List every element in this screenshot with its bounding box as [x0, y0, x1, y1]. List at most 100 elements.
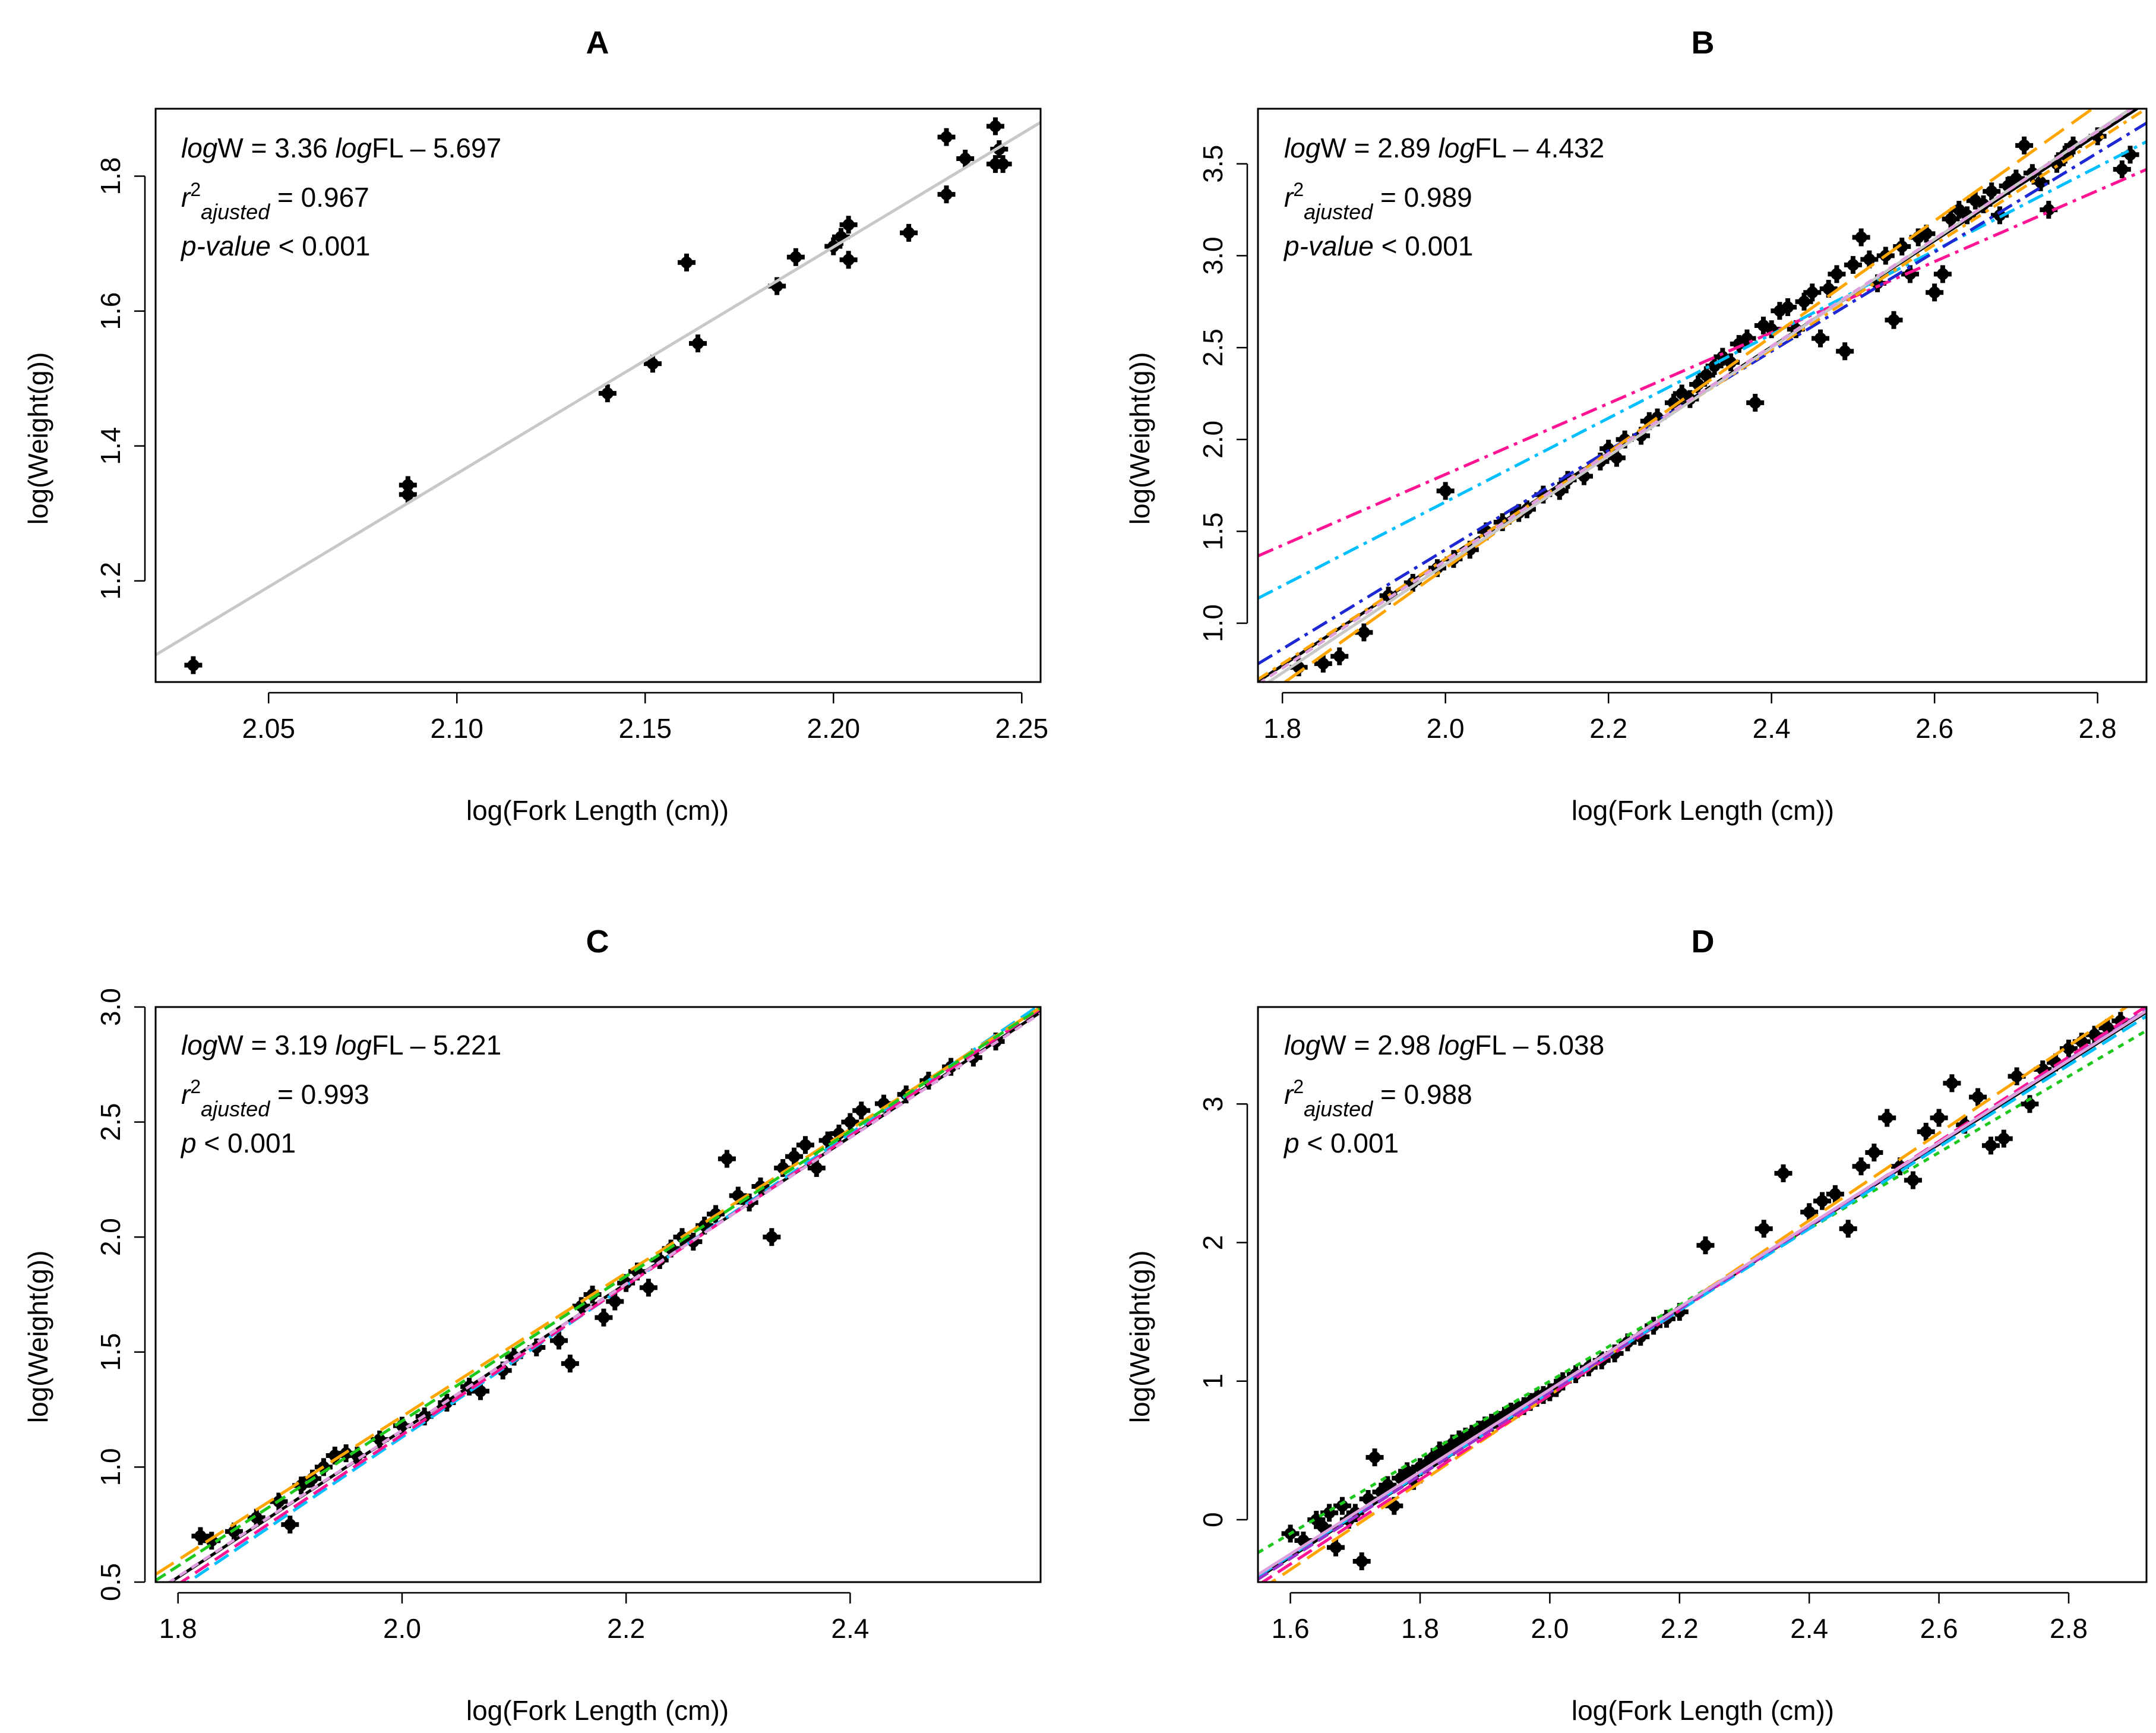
data-point	[1803, 283, 1822, 302]
data-point-bar-v	[1910, 1171, 1915, 1189]
data-point-bar-v	[1842, 342, 1848, 361]
data-point-bar-v	[1696, 375, 1701, 393]
data-point-bar-v	[377, 1430, 382, 1448]
data-point-bar-v	[1646, 412, 1652, 430]
data-point	[1697, 366, 1715, 384]
data-point-bar-v	[1424, 1455, 1429, 1473]
x-axis-label: log(Fork Length (cm))	[466, 795, 729, 826]
x-tick-label: 2.6	[1920, 1613, 1958, 1644]
x-tick-label: 2.15	[618, 713, 672, 744]
data-point-bar-v	[684, 253, 689, 272]
data-point-bar-v	[859, 1101, 864, 1120]
panel-a: A 2.05 2.10 2.15 2.20 2.25 1.2 1.4 1.6 1.8 logW …	[23, 25, 1048, 826]
data-point	[830, 1124, 848, 1142]
data-point-bar-v	[944, 185, 949, 204]
fit-lines	[1258, 109, 2146, 682]
data-point-bar-v	[1891, 311, 1896, 329]
data-point-bar-v	[1450, 1434, 1455, 1453]
x-axis-label: log(Fork Length (cm))	[466, 1695, 729, 1726]
data-point-bar-v	[846, 216, 851, 234]
data-point-bar-v	[825, 1131, 830, 1150]
x-tick-label: 2.0	[1531, 1613, 1569, 1644]
data-point-bar-v	[1655, 408, 1660, 427]
data-point-bar-v	[1703, 1236, 1708, 1255]
data-point-bar-v	[792, 1147, 797, 1166]
data-point-bar-v	[1712, 357, 1717, 375]
data-point-bar-v	[963, 150, 968, 168]
x-tick-label: 2.0	[383, 1613, 421, 1644]
data-point-bar-v	[1907, 265, 1912, 283]
data-point	[2059, 1039, 2078, 1058]
data-point-bar-v	[1818, 329, 1823, 348]
data-point	[956, 150, 975, 168]
data-point	[1994, 1129, 2013, 1148]
y-tick-label: 0.5	[95, 1563, 126, 1601]
p-value-annotation: p-value < 0.001	[180, 231, 370, 261]
data-point	[1314, 1517, 1332, 1536]
data-point-bar-v	[1581, 467, 1586, 485]
data-point-bar-v	[355, 1447, 360, 1465]
data-point-bar-v	[1924, 225, 1929, 243]
y-tick-label: 1.8	[95, 157, 126, 195]
data-point-bar-v	[724, 1150, 729, 1168]
plot-frame	[154, 108, 1042, 683]
data-point	[1969, 1088, 1987, 1106]
data-point-bar-v	[2014, 1067, 2019, 1085]
r2-annotation: r2ajusted = 0.967	[181, 179, 369, 224]
data-point-bar-v	[1834, 265, 1839, 283]
data-point-bar-v	[209, 1532, 214, 1550]
y-tick-label: 2	[1197, 1235, 1228, 1251]
plot-area: 2.05 2.10 2.15 2.20 2.25 1.2 1.4 1.6 1.8	[95, 108, 1049, 744]
data-point-bar-v	[2005, 176, 2010, 195]
data-point	[689, 334, 707, 353]
data-point-bar-v	[735, 1186, 741, 1205]
data-point	[678, 253, 696, 272]
y-tick-label: 3.0	[1197, 236, 1228, 274]
y-axis-label: log(Weight(g))	[23, 1251, 53, 1423]
data-point	[1826, 1185, 1844, 1203]
data-point-bar-v	[1410, 573, 1415, 592]
y-tick-label: 0	[1197, 1512, 1228, 1527]
data-point-bar-v	[1301, 1532, 1306, 1550]
data-point-bar-v	[1463, 1428, 1468, 1446]
y-tick-label: 1.2	[95, 562, 126, 600]
data-point-bar-v	[1949, 1074, 1955, 1093]
data-point-bar-v	[1443, 1444, 1449, 1463]
data-point-bar-v	[1720, 348, 1725, 366]
data-point-bar-v	[1744, 329, 1750, 348]
x-tick-label: 2.4	[831, 1613, 869, 1644]
fit-line	[1282, 109, 2095, 682]
data-point-bar-v	[1988, 1137, 1993, 1155]
data-point-bar-v	[1612, 1344, 1617, 1363]
x-axis-label: log(Fork Length (cm))	[1572, 795, 1834, 826]
data-point-bar-v	[2013, 169, 2019, 188]
data-point	[1696, 1236, 1715, 1255]
data-point-bar-v	[650, 355, 655, 373]
y-tick-label: 1.6	[95, 292, 126, 330]
r2-annotation: r2ajusted = 0.989	[1284, 179, 1472, 224]
data-point-bar-v	[774, 277, 780, 295]
data-point	[1352, 1552, 1371, 1571]
data-point	[839, 251, 858, 269]
data-point	[1754, 1220, 1773, 1238]
data-point	[2031, 173, 2050, 191]
data-point-bar-v	[601, 1308, 606, 1327]
data-point-bar-v	[848, 1113, 853, 1131]
panel-title: C	[586, 924, 609, 959]
x-tick-label: 2.25	[995, 713, 1049, 744]
data-point	[839, 216, 858, 234]
data-point-bar-v	[198, 1527, 203, 1545]
data-point	[1990, 206, 2009, 225]
p-value-annotation: p < 0.001	[1283, 1128, 1399, 1159]
data-point-bar-v	[1965, 206, 1970, 225]
data-point-bar-v	[1872, 1143, 1877, 1161]
data-point-bar-v	[1940, 265, 1945, 283]
data-point-bar-v	[1858, 1157, 1864, 1176]
data-point-bar-v	[299, 1476, 304, 1495]
data-point	[1355, 623, 1373, 642]
data-point-bar-v	[1671, 393, 1676, 412]
data-point	[1813, 1192, 1832, 1210]
panel-title: A	[586, 25, 609, 61]
data-point-bar-v	[191, 656, 196, 674]
